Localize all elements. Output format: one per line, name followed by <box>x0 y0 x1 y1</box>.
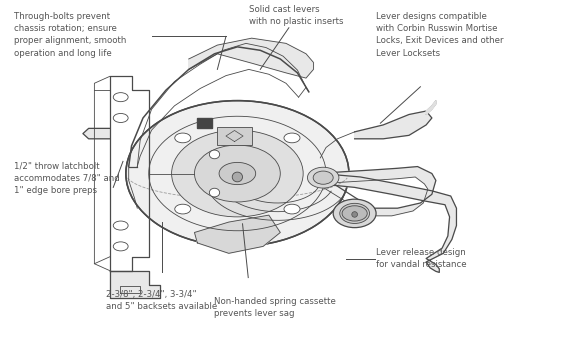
Ellipse shape <box>307 167 339 188</box>
Circle shape <box>342 206 367 221</box>
Ellipse shape <box>333 199 376 228</box>
Polygon shape <box>83 128 110 139</box>
Text: Lever designs compatible
with Corbin Russwin Mortise
Locks, Exit Devices and oth: Lever designs compatible with Corbin Rus… <box>376 12 504 58</box>
Circle shape <box>284 133 300 143</box>
Circle shape <box>175 204 191 214</box>
Polygon shape <box>197 118 212 128</box>
Text: Through-bolts prevent
chassis rotation; ensure
proper alignment, smooth
operatio: Through-bolts prevent chassis rotation; … <box>14 12 126 58</box>
Circle shape <box>113 93 128 102</box>
Ellipse shape <box>232 172 243 182</box>
FancyBboxPatch shape <box>217 127 252 145</box>
Text: Non-handed spring cassette
prevents lever sag: Non-handed spring cassette prevents leve… <box>214 297 336 318</box>
Ellipse shape <box>126 101 349 246</box>
Ellipse shape <box>209 188 220 197</box>
Polygon shape <box>110 271 160 298</box>
Ellipse shape <box>352 212 358 217</box>
Polygon shape <box>426 101 436 115</box>
Circle shape <box>113 113 128 122</box>
Text: 2-3/8", 2-3/4", 3-3/4"
and 5" backsets available: 2-3/8", 2-3/4", 3-3/4" and 5" backsets a… <box>106 290 217 311</box>
Circle shape <box>284 204 300 214</box>
Ellipse shape <box>340 203 370 223</box>
Circle shape <box>175 133 191 143</box>
Polygon shape <box>317 167 436 216</box>
Ellipse shape <box>313 171 333 184</box>
Text: Lever release design
for vandal resistance: Lever release design for vandal resistan… <box>376 248 467 269</box>
Polygon shape <box>355 111 432 139</box>
Ellipse shape <box>209 150 220 159</box>
Text: Solid cast levers
with no plastic inserts: Solid cast levers with no plastic insert… <box>249 5 343 26</box>
Circle shape <box>113 242 128 251</box>
Polygon shape <box>320 174 456 272</box>
Polygon shape <box>194 215 280 253</box>
Ellipse shape <box>172 130 303 217</box>
Circle shape <box>113 221 128 230</box>
Text: 1/2" throw latchbolt
accommodates 7/8" and
1" edge bore preps: 1/2" throw latchbolt accommodates 7/8" a… <box>14 161 120 195</box>
Polygon shape <box>189 38 313 78</box>
Ellipse shape <box>194 145 280 202</box>
Circle shape <box>219 162 256 185</box>
